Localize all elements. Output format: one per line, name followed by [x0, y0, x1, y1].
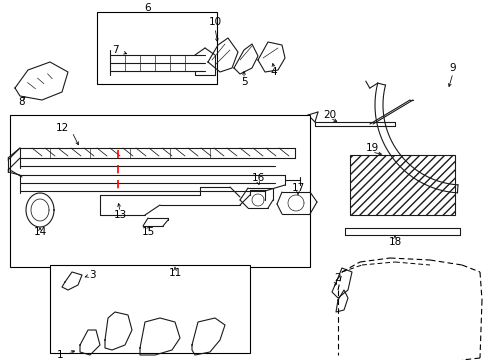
Text: 15: 15	[141, 227, 154, 237]
Text: 17: 17	[291, 183, 304, 193]
Text: 12: 12	[55, 123, 68, 133]
Text: 20: 20	[323, 110, 336, 120]
Bar	[10, 115, 309, 267]
Text: 6: 6	[144, 3, 151, 13]
Text: 18: 18	[387, 237, 401, 247]
Text: 1: 1	[57, 350, 63, 360]
Text: 2: 2	[334, 273, 341, 283]
Text: 14: 14	[33, 227, 46, 237]
Bar	[50, 265, 249, 353]
Text: 3: 3	[88, 270, 95, 280]
Text: 8: 8	[19, 97, 25, 107]
Bar	[97, 12, 217, 84]
Text: 7: 7	[111, 45, 118, 55]
Text: 9: 9	[449, 63, 455, 73]
Text: 10: 10	[208, 17, 221, 27]
Text: 5: 5	[240, 77, 247, 87]
Text: 11: 11	[168, 268, 181, 278]
Bar	[349, 155, 454, 215]
Text: 4: 4	[270, 67, 277, 77]
Text: 19: 19	[365, 143, 378, 153]
Text: 13: 13	[113, 210, 126, 220]
Text: 16: 16	[251, 173, 264, 183]
